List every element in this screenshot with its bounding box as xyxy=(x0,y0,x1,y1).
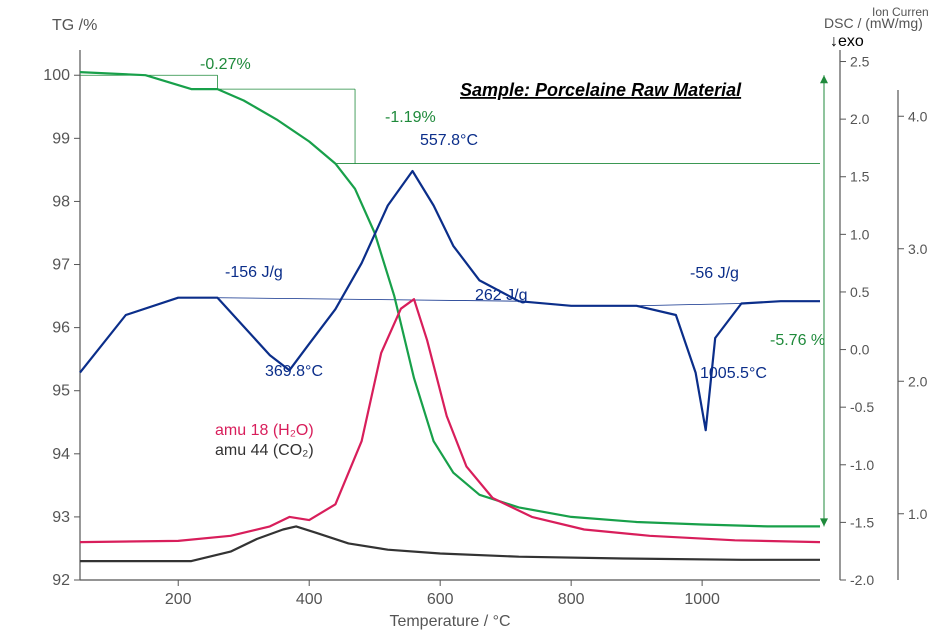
y-left-tick-label: 92 xyxy=(52,572,70,589)
y-ion-axis-label: Ion Current *10^-x / A xyxy=(872,5,929,19)
ms18-curve xyxy=(80,299,820,542)
x-tick-label: 800 xyxy=(558,591,585,608)
y-ion-tick-label: 1.0 xyxy=(908,506,928,522)
ms44-curve xyxy=(80,526,820,561)
y-dsc-tick-label: 2.5 xyxy=(850,54,870,70)
dsc-peak3-energy-label: -56 J/g xyxy=(690,265,739,282)
y-left-axis-label: TG /% xyxy=(52,17,97,34)
dsc-peak2-energy-label: -156 J/g xyxy=(225,264,283,281)
sample-title: Sample: Porcelaine Raw Material xyxy=(460,80,742,100)
y-ion-tick-label: 2.0 xyxy=(908,373,928,389)
bracket-arrow-up xyxy=(820,75,828,83)
y-left-tick-label: 95 xyxy=(52,383,70,400)
ms44-legend-label: amu 44 (CO₂) xyxy=(215,442,314,459)
y-dsc-tick-label: -1.5 xyxy=(850,514,874,530)
x-tick-label: 400 xyxy=(296,591,323,608)
x-axis-label: Temperature / °C xyxy=(389,613,510,630)
ms18-legend-label: amu 18 (H₂O) xyxy=(215,422,314,439)
dsc-peak2-temp-label: 369.8°C xyxy=(265,363,323,380)
x-tick-label: 1000 xyxy=(684,591,720,608)
y-dsc-tick-label: 1.5 xyxy=(850,169,870,185)
y-dsc-tick-label: 0.5 xyxy=(850,284,870,300)
tg-total-label: -5.76 % xyxy=(770,332,825,349)
y-dsc-tick-label: -2.0 xyxy=(850,572,874,588)
y-dsc-tick-label: -1.0 xyxy=(850,457,874,473)
dsc-area-label: 262 J/g xyxy=(475,287,527,304)
y-left-tick-label: 100 xyxy=(43,67,70,84)
y-ion-tick-label: 3.0 xyxy=(908,241,928,257)
x-tick-label: 200 xyxy=(165,591,192,608)
dsc-baseline xyxy=(637,303,742,305)
y-left-tick-label: 98 xyxy=(52,193,70,210)
y-dsc-tick-label: 0.0 xyxy=(850,342,870,358)
y-left-tick-label: 93 xyxy=(52,509,70,526)
y-left-tick-label: 96 xyxy=(52,320,70,337)
y-ion-tick-label: 4.0 xyxy=(908,108,928,124)
y-left-tick-label: 94 xyxy=(52,446,70,463)
dsc-baseline xyxy=(218,298,519,301)
y-dsc-tick-label: 1.0 xyxy=(850,226,870,242)
dsc-peak3-temp-label: 1005.5°C xyxy=(700,365,767,382)
exo-label: ↓exo xyxy=(830,33,864,50)
dsc-peak1-label: 557.8°C xyxy=(420,132,478,149)
y-left-tick-label: 97 xyxy=(52,257,70,274)
y-left-tick-label: 99 xyxy=(52,130,70,147)
tg-step2-label: -1.19% xyxy=(385,109,436,126)
thermal-analysis-chart: 200 400 600 800 1000 Temperature / °C 92 93 94 95… xyxy=(0,0,929,642)
y-dsc-tick-label: -0.5 xyxy=(850,399,874,415)
bracket-arrow-down xyxy=(820,518,828,526)
y-dsc-tick-label: 2.0 xyxy=(850,111,870,127)
x-tick-label: 600 xyxy=(427,591,454,608)
tg-step1-label: -0.27% xyxy=(200,56,251,73)
